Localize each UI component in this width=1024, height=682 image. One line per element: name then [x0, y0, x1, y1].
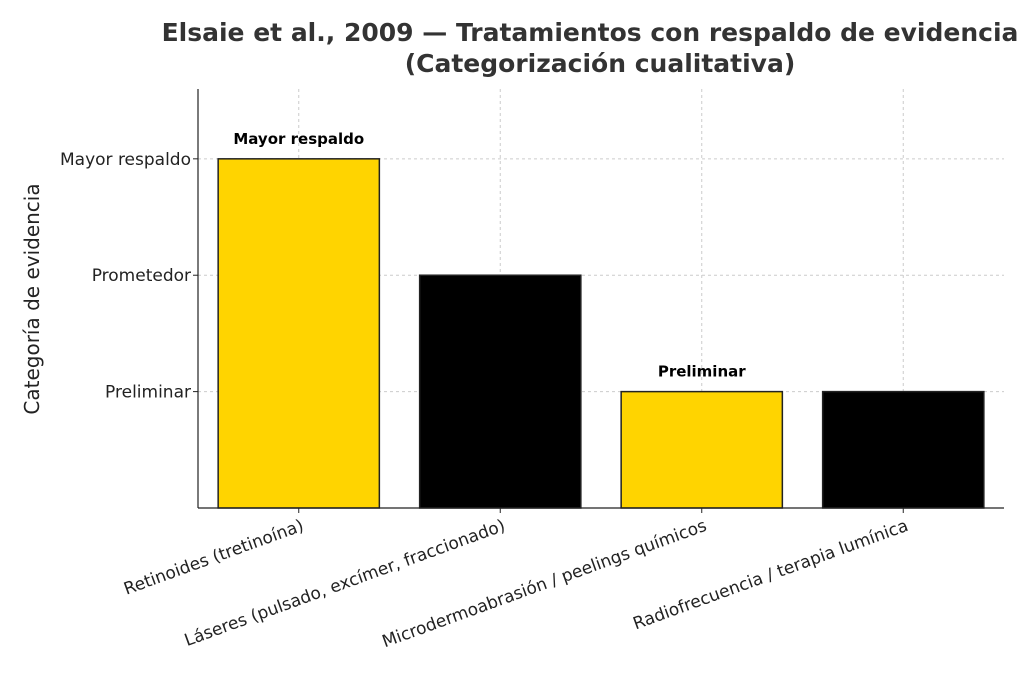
chart-title: Elsaie et al., 2009 — Tratamientos con r… [162, 18, 1019, 47]
y-tick-label: Mayor respaldo [60, 150, 191, 170]
bar-annotation: Mayor respaldo [233, 130, 364, 148]
y-tick-label: Prometedor [92, 266, 191, 286]
chart-subtitle: (Categorización cualitativa) [405, 49, 796, 78]
bar [217, 158, 381, 509]
y-ticks: Preliminar Prometedor Mayor respaldo [60, 150, 198, 403]
x-tick-label: Microdermoabrasión / peelings químicos [380, 516, 710, 652]
y-axis-label: Categoría de evidencia [20, 183, 44, 414]
bar [620, 390, 784, 509]
x-ticks: Retinoides (tretinoína)Láseres (pulsado,… [121, 508, 911, 652]
annotations: Mayor respaldo Preliminar [233, 130, 746, 381]
bars [217, 158, 985, 509]
bar-annotation: Preliminar [658, 363, 746, 381]
y-tick-label: Preliminar [105, 383, 191, 403]
x-tick-label: Retinoides (tretinoína) [121, 516, 306, 600]
bar [821, 390, 985, 509]
bar [418, 274, 582, 509]
x-tick-label: Láseres (pulsado, excímer, fraccionado) [182, 516, 508, 651]
